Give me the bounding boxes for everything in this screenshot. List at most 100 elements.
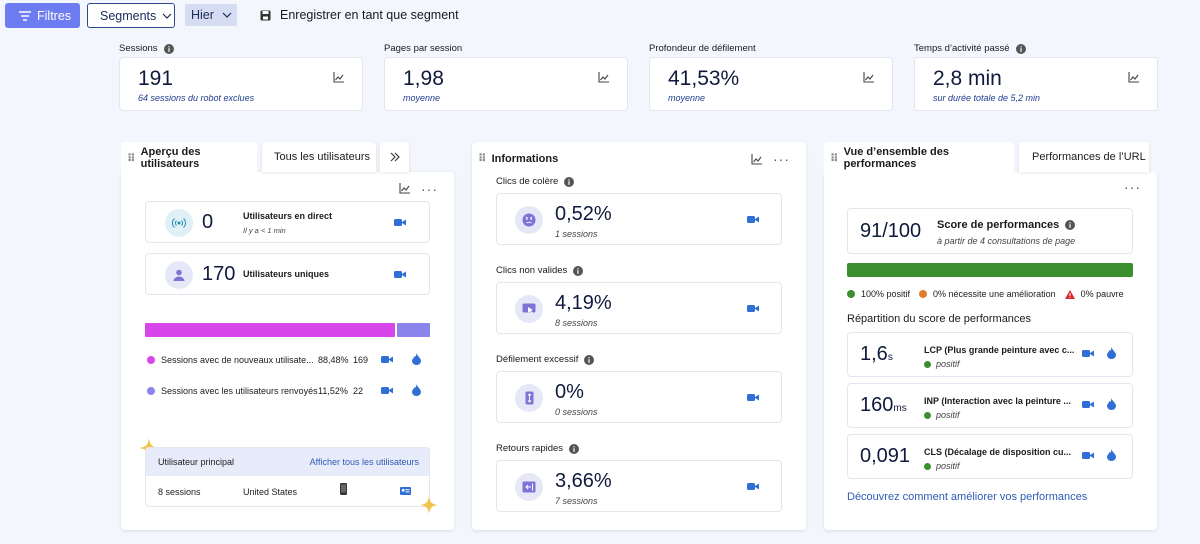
cls-value: 0,091	[860, 445, 911, 467]
dead-clicks-value: 4,19%	[555, 292, 612, 314]
video-camera-icon[interactable]	[381, 386, 393, 395]
more-options-icon[interactable]: ···	[773, 151, 790, 167]
chart-icon[interactable]	[598, 72, 609, 83]
chevron-down-icon	[222, 12, 232, 18]
top-user-title: Utilisateur principal	[158, 457, 235, 467]
broadcast-icon	[165, 209, 193, 237]
tab-url-performance[interactable]: Performances de l’URL	[1019, 142, 1149, 172]
warning-triangle-icon	[1064, 289, 1075, 299]
dead-clicks-sub: 8 sessions	[555, 318, 598, 328]
excessive-scroll-card[interactable]: 0% 0 sessions	[496, 371, 782, 423]
unique-users-label: Utilisateurs uniques	[243, 269, 330, 279]
chart-icon[interactable]	[333, 72, 344, 83]
live-users-card: 0 Utilisateurs en direct Il y a < 1 min	[145, 201, 430, 243]
video-camera-icon[interactable]	[394, 270, 406, 279]
sparkle-icon	[420, 496, 438, 514]
chart-icon[interactable]	[1128, 72, 1139, 83]
status-dot	[924, 462, 931, 470]
performance-bar-positive[interactable]	[847, 263, 1133, 277]
video-camera-icon[interactable]	[747, 215, 759, 224]
quick-backs-title: Retours rapides	[496, 443, 580, 454]
cls-status: positif	[924, 461, 960, 471]
info-icon[interactable]	[569, 443, 580, 454]
lcp-label: LCP (Plus grande peinture avec c...	[924, 345, 1075, 355]
more-options-icon[interactable]: ···	[1124, 179, 1141, 195]
inp-metric-card[interactable]: 160ms INP (Interaction avec la peinture …	[847, 383, 1133, 428]
live-users-sub: Il y a < 1 min	[243, 226, 286, 235]
performance-bar	[847, 263, 1133, 277]
new-users-segment[interactable]	[145, 323, 396, 337]
heatmap-flame-icon[interactable]	[1107, 347, 1116, 359]
kpi-time-label: Temps d’activité passé	[914, 43, 1026, 54]
legend-positive: 100% positif	[861, 289, 911, 299]
chart-icon[interactable]	[751, 154, 762, 165]
info-icon[interactable]	[1015, 43, 1026, 54]
chart-icon[interactable]	[399, 183, 410, 194]
info-icon[interactable]	[163, 43, 174, 54]
dead-click-icon	[515, 295, 543, 323]
new-vs-returning-bar	[145, 323, 430, 337]
inp-status: positif	[924, 410, 960, 420]
double-chevron-right-icon	[390, 152, 400, 162]
video-camera-icon[interactable]	[381, 355, 393, 364]
drag-handle-icon[interactable]: ⠿	[127, 152, 136, 165]
legend-dot-needs-improvement	[919, 290, 928, 298]
heatmap-flame-icon[interactable]	[412, 384, 421, 396]
more-options-icon[interactable]: ···	[421, 181, 438, 197]
info-icon[interactable]	[1065, 220, 1076, 230]
row-label: Sessions avec de nouveaux utilisate...	[161, 355, 314, 365]
video-camera-icon[interactable]	[747, 482, 759, 491]
tab-all-users[interactable]: Tous les utilisateurs	[262, 142, 376, 172]
quick-backs-card[interactable]: 3,66% 7 sessions	[496, 460, 782, 512]
video-camera-icon[interactable]	[1082, 400, 1094, 409]
status-dot	[924, 360, 931, 368]
score-value: 91/100	[860, 220, 922, 242]
kpi-sessions-label: Sessions	[119, 43, 174, 54]
video-camera-icon[interactable]	[394, 218, 406, 227]
heatmap-flame-icon[interactable]	[412, 353, 421, 365]
kpi-value: 191	[138, 67, 174, 90]
unique-users-value: 170	[202, 263, 236, 285]
unique-users-card: 170 Utilisateurs uniques	[145, 253, 430, 295]
view-all-users-link[interactable]: Afficher tous les utilisateurs	[309, 457, 419, 467]
tab-label: Vue d’ensemble des performances	[843, 146, 949, 170]
quick-back-icon	[515, 473, 543, 501]
cls-metric-card[interactable]: 0,091 CLS (Décalage de disposition cu...…	[847, 434, 1133, 479]
video-camera-icon[interactable]	[1082, 349, 1094, 358]
inp-value: 160ms	[860, 394, 907, 416]
returning-users-segment[interactable]	[397, 323, 430, 337]
segments-label: Segments	[100, 8, 157, 23]
info-icon[interactable]	[573, 265, 584, 276]
top-user-sessions: 8 sessions	[158, 487, 201, 497]
tab-more-button[interactable]	[380, 142, 409, 172]
segments-dropdown[interactable]: Segments	[87, 3, 175, 28]
contact-card-icon[interactable]	[400, 487, 411, 495]
drag-handle-icon[interactable]: ⠿	[478, 153, 487, 165]
rage-clicks-card[interactable]: 0,52% 1 sessions	[496, 193, 782, 245]
dead-clicks-card[interactable]: 4,19% 8 sessions	[496, 282, 782, 334]
period-dropdown[interactable]: Hier	[185, 4, 237, 26]
tab-performance-overview[interactable]: ⠿ Vue d’ensemble des performances	[824, 142, 1014, 174]
row-count: 22	[353, 386, 364, 396]
filters-button[interactable]: Filtres	[5, 3, 80, 28]
lcp-metric-card[interactable]: 1,6s LCP (Plus grande peinture avec c...…	[847, 332, 1133, 377]
lcp-status: positif	[924, 359, 960, 369]
row-pct: 88,48%	[318, 355, 349, 365]
row-label: Sessions avec les utilisateurs renvoyés	[161, 386, 318, 396]
tab-users-overview[interactable]: ⠿ Aperçu des utilisateurs	[121, 142, 257, 174]
dead-clicks-title: Clics non valides	[496, 265, 584, 276]
info-icon[interactable]	[564, 176, 575, 187]
info-icon[interactable]	[584, 354, 595, 365]
heatmap-flame-icon[interactable]	[1107, 449, 1116, 461]
video-camera-icon[interactable]	[747, 393, 759, 402]
chart-icon[interactable]	[863, 72, 874, 83]
legend-dot	[147, 356, 155, 364]
improve-performance-link[interactable]: Découvrez comment améliorer vos performa…	[847, 491, 1088, 503]
heatmap-flame-icon[interactable]	[1107, 398, 1116, 410]
video-camera-icon[interactable]	[747, 304, 759, 313]
legend-needs-improvement: 0% nécessite une amélioration	[933, 289, 1056, 299]
kpi-value: 1,98	[403, 67, 444, 90]
drag-handle-icon[interactable]: ⠿	[830, 152, 839, 165]
save-segment-button[interactable]: Enregistrer en tant que segment	[260, 8, 459, 22]
video-camera-icon[interactable]	[1082, 451, 1094, 460]
